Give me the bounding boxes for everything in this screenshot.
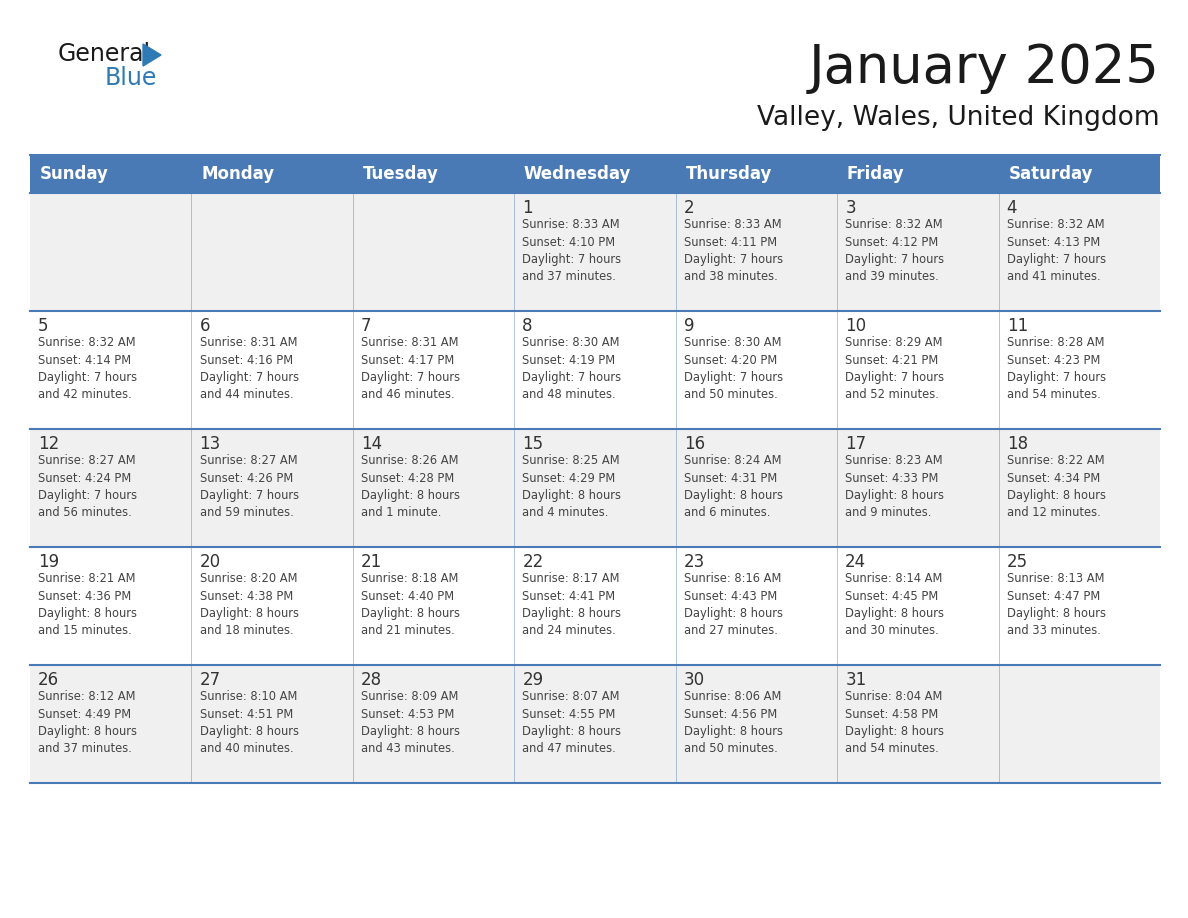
Text: 21: 21 <box>361 553 383 571</box>
Text: Sunrise: 8:10 AM
Sunset: 4:51 PM
Daylight: 8 hours
and 40 minutes.: Sunrise: 8:10 AM Sunset: 4:51 PM Dayligh… <box>200 690 298 756</box>
Text: 3: 3 <box>845 199 855 217</box>
Text: Sunrise: 8:18 AM
Sunset: 4:40 PM
Daylight: 8 hours
and 21 minutes.: Sunrise: 8:18 AM Sunset: 4:40 PM Dayligh… <box>361 572 460 637</box>
Text: Sunrise: 8:22 AM
Sunset: 4:34 PM
Daylight: 8 hours
and 12 minutes.: Sunrise: 8:22 AM Sunset: 4:34 PM Dayligh… <box>1006 454 1106 520</box>
Text: Sunrise: 8:14 AM
Sunset: 4:45 PM
Daylight: 8 hours
and 30 minutes.: Sunrise: 8:14 AM Sunset: 4:45 PM Dayligh… <box>845 572 944 637</box>
Text: 10: 10 <box>845 317 866 335</box>
Text: Sunrise: 8:09 AM
Sunset: 4:53 PM
Daylight: 8 hours
and 43 minutes.: Sunrise: 8:09 AM Sunset: 4:53 PM Dayligh… <box>361 690 460 756</box>
Text: Sunrise: 8:26 AM
Sunset: 4:28 PM
Daylight: 8 hours
and 1 minute.: Sunrise: 8:26 AM Sunset: 4:28 PM Dayligh… <box>361 454 460 520</box>
Text: 13: 13 <box>200 435 221 453</box>
Text: Sunrise: 8:32 AM
Sunset: 4:12 PM
Daylight: 7 hours
and 39 minutes.: Sunrise: 8:32 AM Sunset: 4:12 PM Dayligh… <box>845 218 944 284</box>
Text: Sunrise: 8:07 AM
Sunset: 4:55 PM
Daylight: 8 hours
and 47 minutes.: Sunrise: 8:07 AM Sunset: 4:55 PM Dayligh… <box>523 690 621 756</box>
Bar <box>838 155 999 193</box>
Text: Sunrise: 8:28 AM
Sunset: 4:23 PM
Daylight: 7 hours
and 54 minutes.: Sunrise: 8:28 AM Sunset: 4:23 PM Dayligh… <box>1006 336 1106 401</box>
Text: Tuesday: Tuesday <box>362 165 438 183</box>
Text: 24: 24 <box>845 553 866 571</box>
Text: 19: 19 <box>38 553 59 571</box>
Text: 28: 28 <box>361 671 383 689</box>
Text: Sunrise: 8:27 AM
Sunset: 4:26 PM
Daylight: 7 hours
and 59 minutes.: Sunrise: 8:27 AM Sunset: 4:26 PM Dayligh… <box>200 454 298 520</box>
Text: 1: 1 <box>523 199 533 217</box>
Text: Sunrise: 8:25 AM
Sunset: 4:29 PM
Daylight: 8 hours
and 4 minutes.: Sunrise: 8:25 AM Sunset: 4:29 PM Dayligh… <box>523 454 621 520</box>
Bar <box>30 547 1159 665</box>
Text: Sunrise: 8:23 AM
Sunset: 4:33 PM
Daylight: 8 hours
and 9 minutes.: Sunrise: 8:23 AM Sunset: 4:33 PM Dayligh… <box>845 454 944 520</box>
Text: January 2025: January 2025 <box>809 42 1159 94</box>
Text: Sunrise: 8:27 AM
Sunset: 4:24 PM
Daylight: 7 hours
and 56 minutes.: Sunrise: 8:27 AM Sunset: 4:24 PM Dayligh… <box>38 454 137 520</box>
Text: General: General <box>58 42 151 66</box>
Bar <box>514 155 676 193</box>
Text: Sunrise: 8:21 AM
Sunset: 4:36 PM
Daylight: 8 hours
and 15 minutes.: Sunrise: 8:21 AM Sunset: 4:36 PM Dayligh… <box>38 572 137 637</box>
Text: Valley, Wales, United Kingdom: Valley, Wales, United Kingdom <box>758 105 1159 131</box>
Polygon shape <box>143 44 162 66</box>
Text: 8: 8 <box>523 317 533 335</box>
Text: Friday: Friday <box>847 165 904 183</box>
Text: Blue: Blue <box>105 66 157 90</box>
Text: Monday: Monday <box>201 165 274 183</box>
Text: Sunrise: 8:24 AM
Sunset: 4:31 PM
Daylight: 8 hours
and 6 minutes.: Sunrise: 8:24 AM Sunset: 4:31 PM Dayligh… <box>684 454 783 520</box>
Text: Saturday: Saturday <box>1009 165 1093 183</box>
Text: 17: 17 <box>845 435 866 453</box>
Text: 26: 26 <box>38 671 59 689</box>
Text: Sunrise: 8:33 AM
Sunset: 4:11 PM
Daylight: 7 hours
and 38 minutes.: Sunrise: 8:33 AM Sunset: 4:11 PM Dayligh… <box>684 218 783 284</box>
Text: 4: 4 <box>1006 199 1017 217</box>
Text: Sunrise: 8:30 AM
Sunset: 4:20 PM
Daylight: 7 hours
and 50 minutes.: Sunrise: 8:30 AM Sunset: 4:20 PM Dayligh… <box>684 336 783 401</box>
Text: Sunrise: 8:31 AM
Sunset: 4:16 PM
Daylight: 7 hours
and 44 minutes.: Sunrise: 8:31 AM Sunset: 4:16 PM Dayligh… <box>200 336 298 401</box>
Text: 25: 25 <box>1006 553 1028 571</box>
Bar <box>999 155 1159 193</box>
Text: 2: 2 <box>684 199 695 217</box>
Text: 27: 27 <box>200 671 221 689</box>
Text: Sunrise: 8:31 AM
Sunset: 4:17 PM
Daylight: 7 hours
and 46 minutes.: Sunrise: 8:31 AM Sunset: 4:17 PM Dayligh… <box>361 336 460 401</box>
Bar <box>30 155 191 193</box>
Text: Sunrise: 8:29 AM
Sunset: 4:21 PM
Daylight: 7 hours
and 52 minutes.: Sunrise: 8:29 AM Sunset: 4:21 PM Dayligh… <box>845 336 944 401</box>
Text: 16: 16 <box>684 435 704 453</box>
Text: 20: 20 <box>200 553 221 571</box>
Bar <box>30 311 1159 429</box>
Text: 9: 9 <box>684 317 694 335</box>
Text: Sunrise: 8:20 AM
Sunset: 4:38 PM
Daylight: 8 hours
and 18 minutes.: Sunrise: 8:20 AM Sunset: 4:38 PM Dayligh… <box>200 572 298 637</box>
Text: Sunrise: 8:16 AM
Sunset: 4:43 PM
Daylight: 8 hours
and 27 minutes.: Sunrise: 8:16 AM Sunset: 4:43 PM Dayligh… <box>684 572 783 637</box>
Text: Sunrise: 8:33 AM
Sunset: 4:10 PM
Daylight: 7 hours
and 37 minutes.: Sunrise: 8:33 AM Sunset: 4:10 PM Dayligh… <box>523 218 621 284</box>
Text: Sunrise: 8:30 AM
Sunset: 4:19 PM
Daylight: 7 hours
and 48 minutes.: Sunrise: 8:30 AM Sunset: 4:19 PM Dayligh… <box>523 336 621 401</box>
Text: Sunrise: 8:17 AM
Sunset: 4:41 PM
Daylight: 8 hours
and 24 minutes.: Sunrise: 8:17 AM Sunset: 4:41 PM Dayligh… <box>523 572 621 637</box>
Bar <box>676 155 838 193</box>
Bar <box>353 155 514 193</box>
Text: 30: 30 <box>684 671 704 689</box>
Text: Sunrise: 8:12 AM
Sunset: 4:49 PM
Daylight: 8 hours
and 37 minutes.: Sunrise: 8:12 AM Sunset: 4:49 PM Dayligh… <box>38 690 137 756</box>
Text: 22: 22 <box>523 553 544 571</box>
Text: 23: 23 <box>684 553 704 571</box>
Text: Sunrise: 8:13 AM
Sunset: 4:47 PM
Daylight: 8 hours
and 33 minutes.: Sunrise: 8:13 AM Sunset: 4:47 PM Dayligh… <box>1006 572 1106 637</box>
Text: 29: 29 <box>523 671 543 689</box>
Bar <box>30 429 1159 547</box>
Bar <box>30 193 1159 311</box>
Text: 7: 7 <box>361 317 372 335</box>
Text: 15: 15 <box>523 435 543 453</box>
Bar <box>191 155 353 193</box>
Text: 31: 31 <box>845 671 866 689</box>
Text: 14: 14 <box>361 435 383 453</box>
Text: Sunrise: 8:04 AM
Sunset: 4:58 PM
Daylight: 8 hours
and 54 minutes.: Sunrise: 8:04 AM Sunset: 4:58 PM Dayligh… <box>845 690 944 756</box>
Text: Thursday: Thursday <box>685 165 772 183</box>
Text: Wednesday: Wednesday <box>524 165 631 183</box>
Text: Sunrise: 8:32 AM
Sunset: 4:13 PM
Daylight: 7 hours
and 41 minutes.: Sunrise: 8:32 AM Sunset: 4:13 PM Dayligh… <box>1006 218 1106 284</box>
Text: 5: 5 <box>38 317 49 335</box>
Text: 11: 11 <box>1006 317 1028 335</box>
Text: Sunday: Sunday <box>39 165 108 183</box>
Text: Sunrise: 8:32 AM
Sunset: 4:14 PM
Daylight: 7 hours
and 42 minutes.: Sunrise: 8:32 AM Sunset: 4:14 PM Dayligh… <box>38 336 137 401</box>
Text: 12: 12 <box>38 435 59 453</box>
Text: Sunrise: 8:06 AM
Sunset: 4:56 PM
Daylight: 8 hours
and 50 minutes.: Sunrise: 8:06 AM Sunset: 4:56 PM Dayligh… <box>684 690 783 756</box>
Text: 18: 18 <box>1006 435 1028 453</box>
Text: 6: 6 <box>200 317 210 335</box>
Bar <box>30 665 1159 783</box>
